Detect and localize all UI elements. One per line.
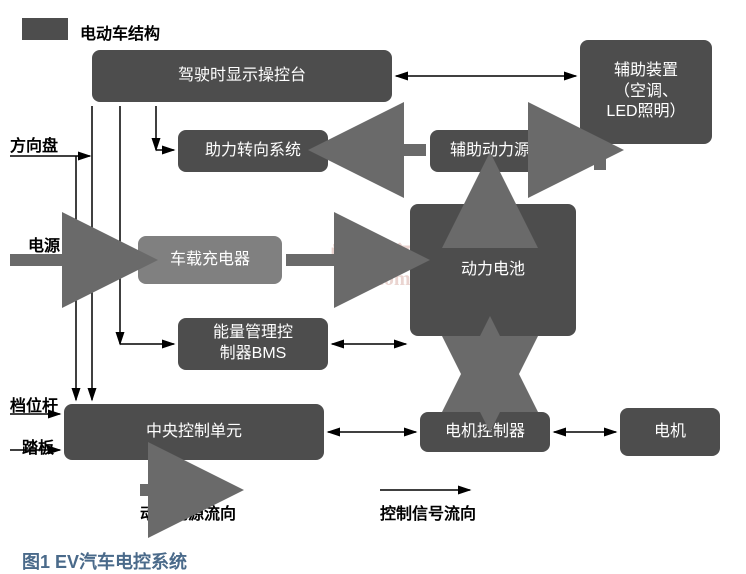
legend-power-flow: 动力电源流向: [140, 500, 236, 524]
legend-signal-flow: 控制信号流向: [380, 500, 476, 524]
figure-caption: 图1 EV汽车电控系统: [22, 548, 187, 574]
legend-title: 电动车结构: [80, 20, 160, 44]
legend-swatch: [22, 18, 68, 40]
node-dashboard: 驾驶时显示操控台: [92, 50, 392, 102]
label-steering-wheel: 方向盘: [10, 132, 58, 156]
diagram-canvas: 電子產品世界 .com .cn 电动车结构 方向盘 电源 档位杆 踏板 驾驶时显…: [0, 0, 746, 574]
node-bms: 能量管理控 制器BMS: [178, 318, 328, 370]
node-aux-device: 辅助装置 （空调、 LED照明）: [580, 40, 712, 144]
label-pedal: 踏板: [22, 434, 54, 458]
label-power: 电源: [28, 232, 60, 256]
node-central-ctrl: 中央控制单元: [64, 404, 324, 460]
label-gear-lever: 档位杆: [10, 392, 58, 416]
node-steering-sys: 助力转向系统: [178, 130, 328, 172]
node-aux-power: 辅助动力源: [430, 130, 550, 172]
node-charger: 车载充电器: [138, 236, 282, 284]
node-battery: 动力电池: [410, 204, 576, 336]
node-motor-ctrl: 电机控制器: [420, 412, 550, 452]
node-motor: 电机: [620, 408, 720, 456]
